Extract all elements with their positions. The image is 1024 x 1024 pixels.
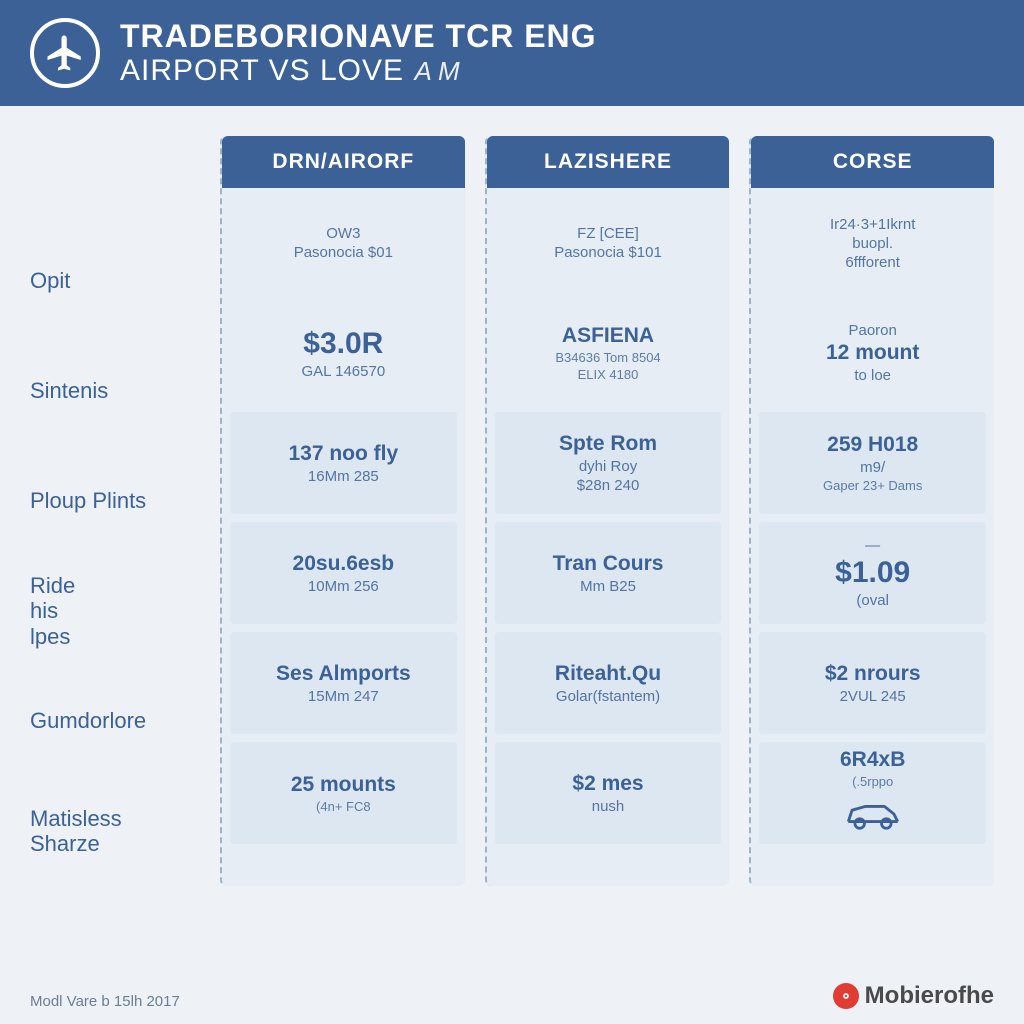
table-cell: FZ [CEE] Pasonocia $101 (487, 188, 730, 298)
cell-text: 10Mm 256 (308, 578, 379, 595)
comparison-column: LAZISHERE FZ [CEE] Pasonocia $101 ASFIENA B3… (485, 136, 730, 886)
airplane-icon (30, 18, 100, 88)
table-cell: Ir24·3+1Ikrnt buopl. 6ffforent (751, 188, 994, 298)
cell-text: Gaper 23+ Dams (823, 478, 922, 493)
comparison-column: CORSE Ir24·3+1Ikrnt buopl. 6ffforent Paoron 1… (749, 136, 994, 886)
table-cell: $2 mes nush (495, 742, 722, 844)
table-cell: 137 noo fly 16Mm 285 (230, 412, 457, 514)
row-label: Gumdorlore (30, 666, 220, 776)
cell-text: B34636 Tom 8504 (555, 350, 660, 365)
cell-text: Riteaht.Qu (555, 662, 661, 686)
cell-text: 12 mount (826, 341, 919, 365)
row-label: MatislessSharze (30, 776, 220, 886)
cell-text: ASFIENA (562, 324, 654, 348)
row-label: Sintenis (30, 336, 220, 446)
cell-text: $28n 240 (577, 477, 640, 494)
cell-text: dyhi Roy (579, 458, 637, 475)
cell-text: 16Mm 285 (308, 468, 379, 485)
table-cell: Tran Cours Mm B25 (495, 522, 722, 624)
cell-text: Tran Cours (553, 552, 664, 576)
table-cell: Ses Almports 15Mm 247 (230, 632, 457, 734)
table-cell: ASFIENA B34636 Tom 8504 ELIX 4180 (487, 298, 730, 408)
row-label: Ploup Plints (30, 446, 220, 556)
column-header: CORSE (751, 136, 994, 188)
table-cell: Riteaht.Qu Golar(fstantem) (495, 632, 722, 734)
cell-text: — (865, 537, 880, 554)
header-titles: TRADEBORIONAVE TCR ENG AIRPORT VS LOVE A… (120, 19, 597, 87)
table-cell: 20su.6esb 10Mm 256 (230, 522, 457, 624)
row-labels-column: OpitSintenisPloup PlintsRidehislpesGumdo… (30, 136, 220, 886)
column-header: DRN/AIRORF (222, 136, 465, 188)
row-label: Opit (30, 226, 220, 336)
data-columns: DRN/AIRORF OW3 Pasonocia $01 $3.0R GAL 14657… (220, 136, 994, 886)
cell-text: m9/ (860, 459, 885, 476)
cell-text: Spte Rom (559, 432, 657, 456)
row-label: Ridehislpes (30, 556, 220, 666)
comparison-column: DRN/AIRORF OW3 Pasonocia $01 $3.0R GAL 14657… (220, 136, 465, 886)
cell-text: buopl. (852, 235, 893, 252)
table-cell: 25 mounts (4n+ FC8 (230, 742, 457, 844)
cell-text: $3.0R (303, 327, 383, 361)
cell-text: Ir24·3+1Ikrnt (830, 216, 915, 233)
comparison-table: OpitSintenisPloup PlintsRidehislpesGumdo… (0, 106, 1024, 896)
table-cell: $3.0R GAL 146570 (222, 298, 465, 408)
cell-text: Pasonocia $01 (294, 244, 393, 261)
cell-text: Ses Almports (276, 662, 411, 686)
cell-text: (oval (856, 592, 889, 609)
cell-text: Pasonocia $101 (554, 244, 662, 261)
table-cell: Paoron 12 mount to loe (751, 298, 994, 408)
cell-text: $1.09 (835, 556, 910, 590)
cell-text: 15Mm 247 (308, 688, 379, 705)
cell-text: nush (592, 798, 625, 815)
cell-text: ELIX 4180 (578, 367, 639, 382)
column-header: LAZISHERE (487, 136, 730, 188)
table-cell: 6R4xB (.5rppo (759, 742, 986, 844)
brand-name: Mobierofhe (865, 982, 994, 1010)
table-cell: — $1.09 (oval (759, 522, 986, 624)
cell-text: 259 H018 (827, 433, 918, 457)
cell-text: 6R4xB (840, 748, 905, 772)
header-title-line1: TRADEBORIONAVE TCR ENG (120, 19, 597, 54)
footer-brand: Mobierofhe (833, 982, 994, 1010)
header-title-line2: AIRPORT VS LOVE (120, 54, 404, 87)
cell-text: 6ffforent (845, 254, 900, 271)
cell-text: 137 noo fly (288, 442, 398, 466)
cell-text: 25 mounts (291, 773, 396, 797)
header-bar: TRADEBORIONAVE TCR ENG AIRPORT VS LOVE A… (0, 0, 1024, 106)
footer-credit: Modl Vare b 15lh 2017 (30, 993, 180, 1010)
cell-text: Mm B25 (580, 578, 636, 595)
cell-text: $2 mes (572, 772, 643, 796)
cell-text: 2VUL 245 (840, 688, 906, 705)
header-doodle: A M (414, 56, 459, 86)
brand-icon (833, 983, 859, 1009)
cell-text: Paoron (848, 322, 896, 339)
table-cell: OW3 Pasonocia $01 (222, 188, 465, 298)
car-icon (842, 795, 904, 838)
cell-text: to loe (854, 367, 891, 384)
cell-text: GAL 146570 (301, 363, 385, 380)
table-cell: 259 H018 m9/Gaper 23+ Dams (759, 412, 986, 514)
cell-text: (.5rppo (852, 774, 893, 789)
cell-text: OW3 (326, 225, 360, 242)
cell-text: FZ [CEE] (577, 225, 639, 242)
table-cell: Spte Rom dyhi Roy $28n 240 (495, 412, 722, 514)
table-cell: $2 nrours 2VUL 245 (759, 632, 986, 734)
cell-text: Golar(fstantem) (556, 688, 660, 705)
cell-text: (4n+ FC8 (316, 799, 371, 814)
footer: Modl Vare b 15lh 2017 Mobierofhe (30, 982, 994, 1010)
cell-text: $2 nrours (825, 662, 921, 686)
cell-text: 20su.6esb (293, 552, 395, 576)
